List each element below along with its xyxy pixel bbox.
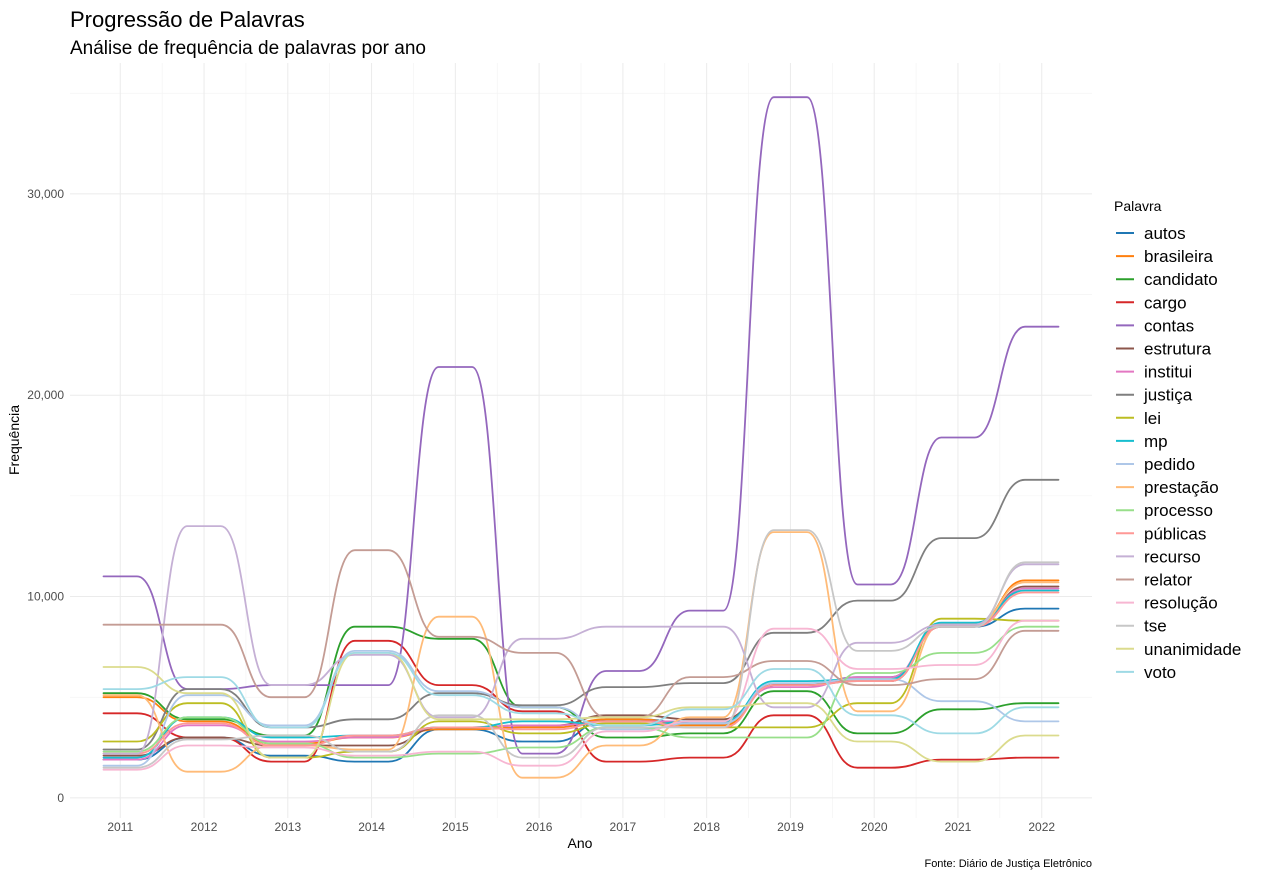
series-line-unanimidade xyxy=(102,652,1060,763)
legend-label: públicas xyxy=(1144,524,1206,543)
chart-caption: Fonte: Diário de Justiça Eletrônico xyxy=(924,858,1092,870)
legend-label: contas xyxy=(1144,316,1194,335)
y-tick-label: 20,000 xyxy=(27,388,64,402)
series-line-processo xyxy=(102,625,1060,759)
x-tick-label: 2022 xyxy=(1028,820,1055,834)
legend-label: candidato xyxy=(1144,270,1218,289)
series-line-públicas xyxy=(102,591,1060,755)
y-tick-label: 0 xyxy=(57,791,64,805)
legend-label: pedido xyxy=(1144,455,1195,474)
series-line-cargo xyxy=(102,639,1060,769)
x-tick-label: 2015 xyxy=(442,820,469,834)
legend-label: brasileira xyxy=(1144,247,1214,266)
legend-label: estrutura xyxy=(1144,340,1212,359)
legend-label: autos xyxy=(1144,224,1186,243)
legend-label: prestação xyxy=(1144,478,1219,497)
x-axis-ticks: 2011 2012 2013 2014 2015 2016 2017 2018 2019 2020… xyxy=(107,820,1055,834)
legend-label: unanimidade xyxy=(1144,640,1241,659)
x-tick-label: 2012 xyxy=(191,820,218,834)
legend-label: processo xyxy=(1144,501,1213,520)
legend-label: voto xyxy=(1144,663,1176,682)
x-tick-label: 2017 xyxy=(610,820,637,834)
legend-label: resolução xyxy=(1144,594,1218,613)
legend-label: cargo xyxy=(1144,293,1187,312)
legend-label: recurso xyxy=(1144,547,1201,566)
x-axis-title: Ano xyxy=(568,835,593,851)
grid-major xyxy=(70,63,1092,818)
x-tick-label: 2014 xyxy=(358,820,385,834)
x-tick-label: 2011 xyxy=(107,820,133,834)
legend-label: tse xyxy=(1144,617,1167,636)
legend-label: justiça xyxy=(1143,386,1193,405)
legend-label: institui xyxy=(1144,363,1192,382)
series-line-resolução xyxy=(102,619,1060,771)
series-line-contas xyxy=(102,96,1060,755)
y-axis-ticks: 0 10,000 20,000 30,000 xyxy=(27,187,64,805)
series-line-tse xyxy=(102,529,1060,769)
series-line-lei xyxy=(102,617,1060,759)
chart-subtitle: Análise de frequência de palavras por an… xyxy=(70,38,426,59)
legend-title: Palavra xyxy=(1114,198,1162,214)
x-tick-label: 2013 xyxy=(274,820,301,834)
chart-title: Progressão de Palavras xyxy=(70,7,305,32)
legend: Palavra autos brasileira candidato cargo con… xyxy=(1114,198,1241,682)
legend-label: relator xyxy=(1144,571,1193,590)
legend-label: mp xyxy=(1144,432,1168,451)
x-tick-label: 2016 xyxy=(526,820,553,834)
x-tick-label: 2019 xyxy=(777,820,804,834)
x-tick-label: 2020 xyxy=(861,820,888,834)
y-tick-label: 10,000 xyxy=(27,590,64,604)
series-line-recurso xyxy=(102,525,1060,755)
x-tick-label: 2021 xyxy=(945,820,972,834)
y-tick-label: 30,000 xyxy=(27,187,64,201)
legend-label: lei xyxy=(1144,409,1161,428)
y-axis-title: Frequência xyxy=(6,405,22,475)
series-lines xyxy=(102,96,1060,779)
series-line-voto xyxy=(102,652,1060,735)
series-line-relator xyxy=(102,549,1060,719)
grid-minor xyxy=(70,63,1092,818)
x-tick-label: 2018 xyxy=(693,820,720,834)
series-line-mp xyxy=(102,589,1060,759)
